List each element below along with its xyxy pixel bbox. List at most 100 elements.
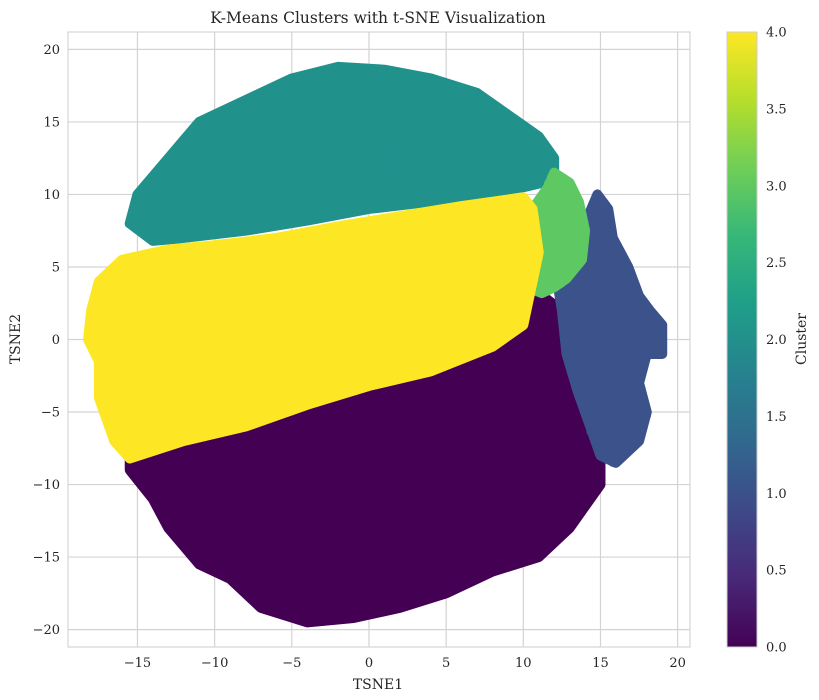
data-point <box>183 362 195 374</box>
data-point <box>468 496 480 508</box>
data-point <box>231 417 243 429</box>
data-point <box>371 170 383 182</box>
data-point <box>328 474 340 486</box>
data-point <box>162 379 174 391</box>
data-point <box>489 477 501 489</box>
data-point <box>573 351 585 363</box>
data-point <box>301 450 313 462</box>
data-point <box>299 234 311 246</box>
data-point <box>596 217 608 229</box>
data-point <box>221 404 233 416</box>
data-point <box>214 378 226 390</box>
data-point <box>283 98 295 110</box>
data-point <box>378 229 390 241</box>
y-tick-label: −5 <box>41 406 60 421</box>
data-point <box>442 471 454 483</box>
data-point <box>225 332 237 344</box>
data-point <box>575 342 587 354</box>
point-cloud <box>83 61 668 628</box>
data-point <box>638 307 650 319</box>
data-point <box>495 361 507 373</box>
data-point <box>348 265 360 277</box>
data-point <box>199 204 211 216</box>
data-point <box>375 67 387 79</box>
data-point <box>223 196 235 208</box>
data-point <box>501 205 513 217</box>
data-point <box>569 194 581 206</box>
data-point <box>589 283 601 295</box>
data-point <box>425 359 437 371</box>
data-point <box>552 371 564 383</box>
data-point <box>211 263 223 275</box>
data-point <box>514 345 526 357</box>
data-point <box>550 463 562 475</box>
data-point <box>556 238 568 250</box>
colorbar-tick-label: 2.0 <box>766 333 787 348</box>
data-point <box>604 274 616 286</box>
data-point <box>408 142 420 154</box>
data-point <box>326 230 338 242</box>
data-point <box>550 416 562 428</box>
data-point <box>405 410 417 422</box>
data-point <box>539 256 551 268</box>
cluster-4-points <box>83 192 544 464</box>
data-point <box>555 207 567 219</box>
data-point <box>111 270 123 282</box>
data-point <box>198 276 210 288</box>
data-point <box>600 298 612 310</box>
data-point <box>444 311 456 323</box>
data-point <box>507 133 519 145</box>
data-point <box>484 542 496 554</box>
data-point <box>485 148 497 160</box>
data-point <box>505 159 517 171</box>
cluster-3-points <box>526 167 591 299</box>
data-point <box>472 505 484 517</box>
data-point <box>517 211 529 223</box>
data-point <box>171 374 183 386</box>
data-point <box>242 573 254 585</box>
data-point <box>319 380 331 392</box>
data-point <box>258 278 270 290</box>
data-point <box>534 338 546 350</box>
data-point <box>455 551 467 563</box>
data-point <box>291 492 303 504</box>
data-point <box>563 285 575 297</box>
data-point <box>493 463 505 475</box>
data-point <box>587 353 599 365</box>
x-tick-label: 20 <box>669 656 686 671</box>
data-point <box>219 445 231 457</box>
data-point <box>219 251 231 263</box>
data-point <box>510 401 522 413</box>
data-point <box>497 228 509 240</box>
data-point <box>379 154 391 166</box>
data-point <box>296 375 308 387</box>
data-point <box>197 182 209 194</box>
data-point <box>170 219 182 231</box>
data-point <box>374 100 386 112</box>
y-axis-label: TSNE2 <box>8 314 24 364</box>
data-point <box>497 553 509 565</box>
data-point <box>196 323 208 335</box>
data-point <box>582 462 594 474</box>
data-point <box>519 236 531 248</box>
data-point <box>524 225 536 237</box>
data-point <box>176 336 188 348</box>
data-point <box>505 312 517 324</box>
data-point <box>507 146 519 158</box>
data-point <box>190 285 202 297</box>
data-point <box>640 409 652 421</box>
data-point <box>360 136 372 148</box>
data-point <box>570 305 582 317</box>
data-point <box>298 176 310 188</box>
data-point <box>453 410 465 422</box>
y-tick-label: 5 <box>52 260 60 275</box>
data-point <box>198 214 210 226</box>
data-point <box>582 298 594 310</box>
data-point <box>373 450 385 462</box>
data-point <box>628 297 640 309</box>
data-point <box>254 530 266 542</box>
data-point <box>171 229 183 241</box>
data-point <box>525 454 537 466</box>
data-point <box>584 384 596 396</box>
